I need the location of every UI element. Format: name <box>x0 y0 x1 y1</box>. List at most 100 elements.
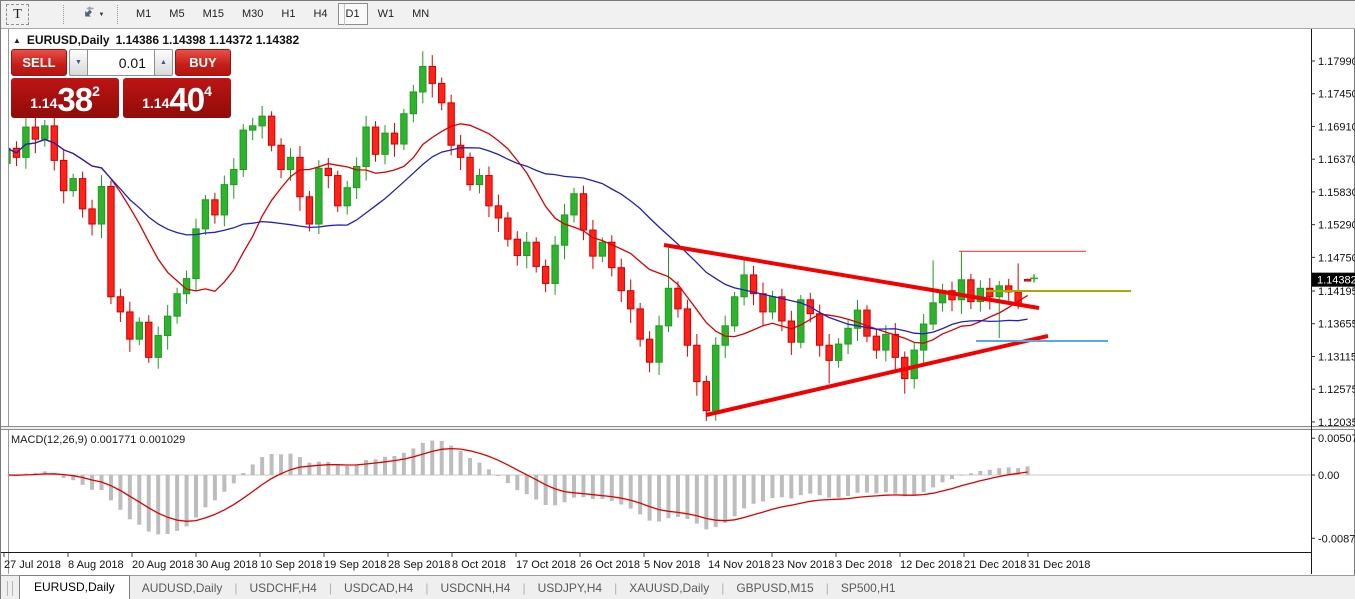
svg-text:30 Aug 2018: 30 Aug 2018 <box>196 559 258 571</box>
svg-text:10 Sep 2018: 10 Sep 2018 <box>260 559 322 571</box>
sell-price-prefix: 1.14 <box>30 95 58 111</box>
svg-text:31 Dec 2018: 31 Dec 2018 <box>1028 559 1090 571</box>
svg-text:1.17990: 1.17990 <box>1318 56 1355 68</box>
svg-text:1.15830: 1.15830 <box>1318 187 1355 199</box>
svg-text:28 Sep 2018: 28 Sep 2018 <box>388 559 450 571</box>
sell-button[interactable]: SELL <box>11 49 67 76</box>
tab-separator: | <box>328 581 332 595</box>
volume-decrease-button[interactable]: ▼ <box>69 49 88 76</box>
macd-indicator-label: MACD(12,26,9) 0.001771 0.001029 <box>11 434 186 446</box>
one-click-trading-panel: SELL ▼ ▲ BUY 1.14 38 2 1.14 40 4 <box>11 49 231 118</box>
svg-text:3 Dec 2018: 3 Dec 2018 <box>836 559 892 571</box>
volume-increase-button[interactable]: ▲ <box>154 49 173 76</box>
timeframe-button-m15[interactable]: M15 <box>195 3 232 25</box>
tab-audusd-daily[interactable]: AUDUSD,Daily <box>141 581 223 595</box>
collapse-arrow-icon[interactable]: ▲ <box>13 35 21 45</box>
tab-separator: | <box>721 581 725 595</box>
svg-text:0.005074: 0.005074 <box>1318 433 1355 445</box>
timeframe-button-w1[interactable]: W1 <box>370 3 403 25</box>
tab-separator: | <box>522 581 526 595</box>
pane-frame <box>1 29 1355 574</box>
tab-separator: | <box>614 581 618 595</box>
sell-price-sup: 2 <box>92 83 100 99</box>
tab-xauusd-daily[interactable]: XAUUSD,Daily <box>629 581 710 595</box>
svg-text:20 Aug 2018: 20 Aug 2018 <box>132 559 194 571</box>
tab-sp500-h1[interactable]: SP500,H1 <box>840 581 896 595</box>
volume-control: ▼ ▲ <box>69 49 173 76</box>
ma-fast-line <box>9 123 1028 344</box>
svg-text:8 Oct 2018: 8 Oct 2018 <box>452 559 506 571</box>
svg-text:17 Oct 2018: 17 Oct 2018 <box>516 559 576 571</box>
toolbar-grip[interactable] <box>117 5 118 24</box>
svg-text:1.15290: 1.15290 <box>1318 220 1355 232</box>
timeframe-button-m5[interactable]: M5 <box>161 3 192 25</box>
svg-text:1.13115: 1.13115 <box>1318 351 1355 363</box>
price-axis[interactable]: 1.17990 1.17450 1.16910 1.16370 1.15830 1.152… <box>1311 56 1355 429</box>
timeframe-button-h4[interactable]: H4 <box>305 3 335 25</box>
ma-slow-line <box>9 138 1028 335</box>
timeframe-button-m1[interactable]: M1 <box>128 3 159 25</box>
tab-usdcnh-h4[interactable]: USDCNH,H4 <box>440 581 511 595</box>
toolbar: T ▼ M1 M5 M15 M30 H1 H4 D1 W1 MN <box>1 1 1355 29</box>
tab-separator: | <box>234 581 238 595</box>
arrows-tool-button[interactable]: ▼ <box>77 4 111 25</box>
current-price-badge: 1.14382 <box>1312 272 1355 287</box>
timeframe-button-h1[interactable]: H1 <box>273 3 303 25</box>
tab-usdchf-h4[interactable]: USDCHF,H4 <box>249 581 317 595</box>
tab-usdjpy-h4[interactable]: USDJPY,H4 <box>537 581 603 595</box>
buy-price-sup: 4 <box>204 83 212 99</box>
volume-input[interactable] <box>88 49 154 76</box>
ask-price-marker <box>1030 274 1038 283</box>
chart-title: ▲ EURUSD,Daily 1.14386 1.14398 1.14372 1… <box>13 33 299 47</box>
svg-text:1.13655: 1.13655 <box>1318 319 1355 331</box>
svg-text:1.14195: 1.14195 <box>1318 286 1355 298</box>
svg-text:1.12035: 1.12035 <box>1318 417 1355 429</box>
buy-price-big: 40 <box>169 81 205 119</box>
sell-price-display[interactable]: 1.14 38 2 <box>11 78 119 118</box>
timeframe-button-mn[interactable]: MN <box>404 3 437 25</box>
date-axis[interactable]: 27 Jul 2018 8 Aug 2018 20 Aug 2018 30 Aug 2… <box>3 552 1090 572</box>
svg-text:12 Dec 2018: 12 Dec 2018 <box>900 559 962 571</box>
toolbar-grip[interactable] <box>63 5 64 24</box>
chart-tabs-bar: EURUSD,Daily AUDUSD,Daily | USDCHF,H4 | USDCA… <box>1 575 1355 599</box>
timeframe-toolbar: M1 M5 M15 M30 H1 H4 D1 W1 MN <box>128 3 437 25</box>
macd-histogram <box>14 440 1030 535</box>
tab-usdcad-h4[interactable]: USDCAD,H4 <box>343 581 414 595</box>
svg-text:1.12575: 1.12575 <box>1318 384 1355 396</box>
svg-text:1.16370: 1.16370 <box>1318 154 1355 166</box>
timeframe-button-d1[interactable]: D1 <box>337 3 368 25</box>
svg-text:8 Aug 2018: 8 Aug 2018 <box>68 559 124 571</box>
svg-text:5 Nov 2018: 5 Nov 2018 <box>644 559 700 571</box>
timeframe-button-m30[interactable]: M30 <box>234 3 271 25</box>
buy-price-prefix: 1.14 <box>142 95 170 111</box>
tabs-grip <box>7 581 13 596</box>
symbol-period-label: EURUSD,Daily <box>26 33 110 47</box>
toolbar-separator <box>344 4 345 25</box>
text-tool-button[interactable]: T <box>6 4 29 25</box>
dropdown-caret-icon: ▼ <box>98 11 105 18</box>
sell-price-big: 38 <box>57 81 93 119</box>
svg-text:1.17450: 1.17450 <box>1318 89 1355 101</box>
tab-eurusd-daily[interactable]: EURUSD,Daily <box>19 575 130 599</box>
svg-text:-0.00873: -0.00873 <box>1318 533 1355 545</box>
arrows-icon <box>84 5 97 24</box>
svg-text:1.14750: 1.14750 <box>1318 252 1355 264</box>
svg-text:0.00: 0.00 <box>1318 470 1339 482</box>
svg-text:14 Nov 2018: 14 Nov 2018 <box>708 559 770 571</box>
svg-text:26 Oct 2018: 26 Oct 2018 <box>580 559 640 571</box>
svg-text:27 Jul 2018: 27 Jul 2018 <box>4 559 61 571</box>
tab-separator: | <box>425 581 429 595</box>
tab-gbpusd-m15[interactable]: GBPUSD,M15 <box>736 581 814 595</box>
macd-axis[interactable]: 0.005074 0.00 -0.00873 <box>1311 433 1355 545</box>
macd-signal-line <box>9 447 1028 522</box>
svg-text:23 Nov 2018: 23 Nov 2018 <box>772 559 834 571</box>
triangle-upper-trendline[interactable] <box>663 243 1040 311</box>
candlestick-series[interactable] <box>4 51 1032 421</box>
svg-text:21 Dec 2018: 21 Dec 2018 <box>964 559 1026 571</box>
buy-price-display[interactable]: 1.14 40 4 <box>123 78 231 118</box>
svg-text:1.16910: 1.16910 <box>1318 121 1355 133</box>
triangle-lower-trendline[interactable] <box>705 334 1049 417</box>
buy-button[interactable]: BUY <box>175 49 231 76</box>
